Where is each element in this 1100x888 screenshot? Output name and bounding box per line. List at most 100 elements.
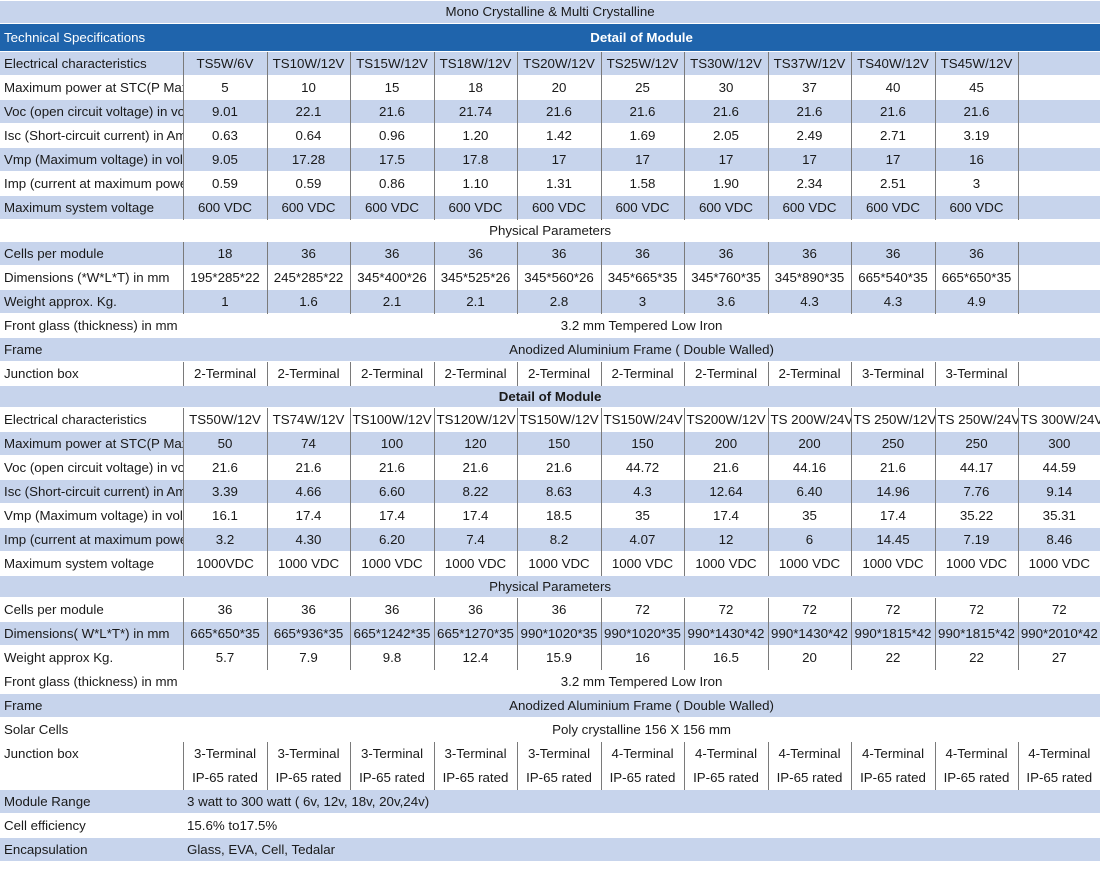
value-cell: 2.8 (516, 289, 601, 314)
value-cell: 250 (934, 431, 1018, 456)
value-cell: 17 (850, 147, 935, 172)
value-cell: 5.7 (182, 645, 267, 670)
physical-title: Physical Parameters (0, 575, 1100, 598)
value-cell: 300 (1017, 431, 1100, 456)
value-cell: 36 (182, 597, 267, 622)
value-cell: 2.49 (767, 123, 851, 148)
physical-row: Cells per module 18 36 36 36 36 36 36 36 36 36 (0, 241, 1100, 266)
value-cell: 4-Terminal (934, 741, 1018, 766)
value-cell: 0.64 (266, 123, 350, 148)
value-cell: 20 (767, 645, 851, 670)
value-cell: 35.31 (1017, 503, 1100, 528)
value-cell: TS10W/12V (266, 51, 350, 76)
value-cell: 21.6 (767, 99, 851, 124)
row-label: Maximum power at STC(P Max) (0, 75, 183, 100)
value-cell: 990*1430*42 (683, 621, 768, 646)
value-cell: 3-Terminal (516, 741, 601, 766)
value-cell: 4.3 (600, 479, 684, 504)
value-cell: 8.2 (516, 527, 601, 552)
row-label: Weight approx. Kg. (0, 289, 183, 314)
value-cell: 665*1242*35 (349, 621, 434, 646)
value-cell: 72 (767, 597, 851, 622)
value-cell: 3-Terminal (266, 741, 350, 766)
value-cell: 21.6 (850, 455, 935, 480)
physical-title: Physical Parameters (0, 219, 1100, 242)
value-cell: 3 (934, 171, 1018, 196)
footer-row: Module Range 3 watt to 300 watt ( 6v, 12v… (0, 789, 1100, 814)
frame-row: Frame Anodized Aluminium Frame ( Double W… (0, 693, 1100, 718)
value-cell: IP-65 rated (1017, 765, 1100, 790)
electrical-row: Voc (open circuit voltage) in volts 9.01 2… (0, 99, 1100, 124)
value-cell: 44.72 (600, 455, 684, 480)
value-cell: 600 VDC (516, 195, 601, 220)
value-cell: 1 (182, 289, 267, 314)
value-cell: TS150W/12V (516, 407, 601, 432)
value-cell: 1.58 (600, 171, 684, 196)
span-value: Anodized Aluminium Frame ( Double Walled… (183, 337, 1100, 362)
value-cell: 17.8 (433, 147, 517, 172)
value-cell: 600 VDC (182, 195, 267, 220)
value-cell: 2.34 (767, 171, 851, 196)
value-cell: 17 (516, 147, 601, 172)
value-cell: 3-Terminal (349, 741, 434, 766)
value-cell: 1.6 (266, 289, 350, 314)
value-cell: TS 200W/24V (767, 407, 851, 432)
value-cell: 21.6 (266, 455, 350, 480)
value-cell: 4.3 (767, 289, 851, 314)
value-cell: 3-Terminal (182, 741, 267, 766)
value-cell: 665*936*35 (266, 621, 350, 646)
band-title: Mono Crystalline & Multi Crystalline (0, 0, 1100, 24)
value-cell: 72 (850, 597, 935, 622)
value-cell: 12.4 (433, 645, 517, 670)
value-cell: 2.51 (850, 171, 935, 196)
section-subtitle: Detail of Module (0, 385, 1100, 408)
value-cell: 6.40 (767, 479, 851, 504)
value-cell: 665*650*35 (182, 621, 267, 646)
value-cell: 18 (433, 75, 517, 100)
value-cell: 7.9 (266, 645, 350, 670)
row-label: Front glass (thickness) in mm (0, 313, 183, 338)
value-cell (1017, 241, 1100, 266)
value-cell: 17.4 (349, 503, 434, 528)
value-cell: 16 (600, 645, 684, 670)
junction-row: Junction box 3-Terminal 3-Terminal 3-Termin… (0, 741, 1100, 766)
models-row: Electrical characteristics TS50W/12V TS74W… (0, 407, 1100, 432)
value-cell: 3-Terminal (850, 361, 935, 386)
value-cell: 1000 VDC (934, 551, 1018, 576)
value-cell: 0.59 (182, 171, 267, 196)
value-cell: 2-Terminal (516, 361, 601, 386)
value-cell: 12 (683, 527, 768, 552)
value-cell: TS40W/12V (850, 51, 935, 76)
value-cell: 7.4 (433, 527, 517, 552)
value-cell: 1.31 (516, 171, 601, 196)
row-label: Weight approx Kg. (0, 645, 183, 670)
value-cell: 1000 VDC (767, 551, 851, 576)
span-value: 3.2 mm Tempered Low Iron (183, 669, 1100, 694)
row-label: Cell efficiency (0, 813, 183, 838)
value-cell: 1000 VDC (600, 551, 684, 576)
value-cell: TS74W/12V (266, 407, 350, 432)
row-label: Electrical characteristics (0, 51, 183, 76)
value-cell: TS120W/12V (433, 407, 517, 432)
value-cell: 600 VDC (349, 195, 434, 220)
section2-subtitle-row: Detail of Module (0, 385, 1100, 408)
value-cell: 1.90 (683, 171, 768, 196)
value-cell: 7.76 (934, 479, 1018, 504)
value-cell: TS 250W/12V (850, 407, 935, 432)
value-cell: 9.8 (349, 645, 434, 670)
value-cell: IP-65 rated (516, 765, 601, 790)
band-title: Physical Parameters (0, 219, 1100, 242)
value-cell: 345*760*35 (683, 265, 768, 290)
value-cell: 200 (683, 431, 768, 456)
value-cell: 345*890*35 (767, 265, 851, 290)
value-cell: 21.6 (516, 99, 601, 124)
value-cell: TS25W/12V (600, 51, 684, 76)
value-cell (1017, 361, 1100, 386)
value-cell: 600 VDC (850, 195, 935, 220)
value-cell: 16.1 (182, 503, 267, 528)
value-cell: TS 250W/24V (934, 407, 1018, 432)
value-cell: 2-Terminal (600, 361, 684, 386)
value-cell (1017, 123, 1100, 148)
row-label: Maximum system voltage (0, 195, 183, 220)
value-cell: 1000 VDC (850, 551, 935, 576)
